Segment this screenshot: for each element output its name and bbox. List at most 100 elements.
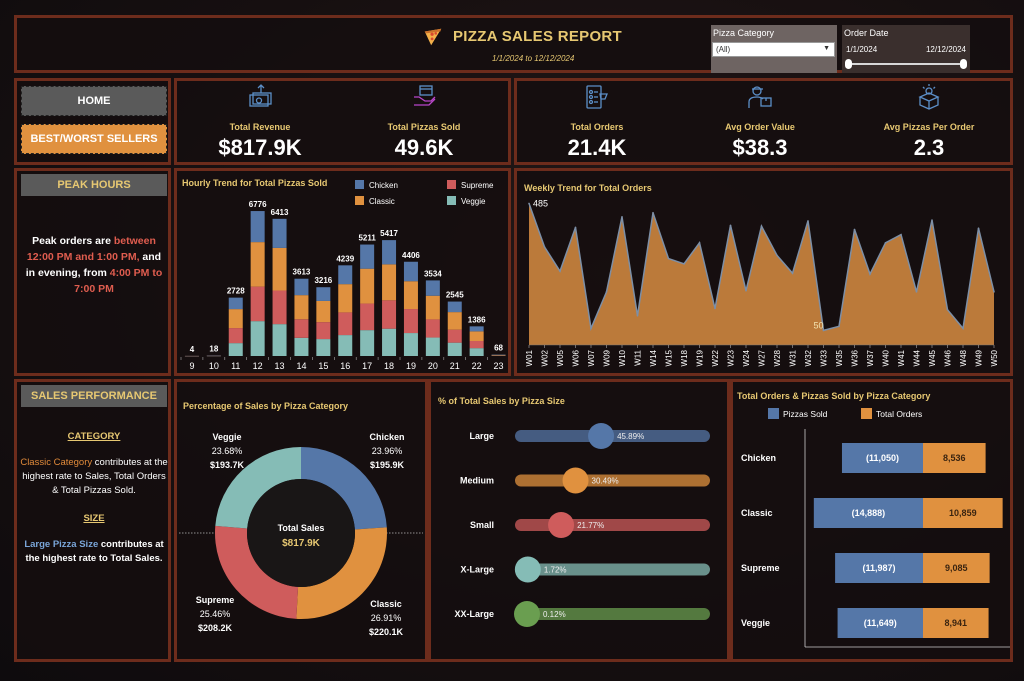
data-point [714, 307, 716, 310]
size-sales-panel: % of Total Sales by Pizza Size Large 45.89… [428, 379, 730, 662]
bar-segment-veggie [360, 330, 375, 356]
data-point [605, 291, 608, 293]
chart-title: Weekly Trend for Total Orders [524, 183, 652, 193]
bar-segment-supreme [403, 309, 418, 334]
bar-segment-classic [469, 331, 484, 342]
x-tick-label: W35 [835, 349, 844, 366]
pizza-category-filter: Pizza Category (All) ▼ [711, 25, 837, 73]
data-point [543, 246, 546, 248]
category-heading: CATEGORY [67, 431, 121, 442]
data-point [822, 329, 825, 332]
weekly-trend-chart: Weekly Trend for Total Orders W01 W02 W05 W0… [524, 183, 999, 366]
size-label: Small [470, 520, 494, 530]
legend-swatch-supreme [447, 180, 456, 189]
pizza-category-select[interactable]: (All) ▼ [712, 42, 835, 57]
x-tick-label: 9 [189, 361, 194, 371]
slice-pct-label: 25.46% [200, 609, 231, 619]
category-label: Veggie [741, 618, 770, 628]
data-point [869, 273, 871, 275]
bar-segment-supreme [272, 290, 287, 325]
bar-pizzas-sold-label: (11,649) [864, 618, 897, 628]
size-value-label: 1.72% [544, 566, 567, 575]
report-date-range: 1/1/2024 to 12/12/2024 [492, 54, 575, 63]
x-tick-label: 10 [209, 361, 219, 371]
size-track [515, 519, 710, 531]
size-label: XX-Large [454, 609, 494, 619]
bar-pizzas-sold [835, 553, 923, 583]
x-tick-label: 20 [428, 361, 438, 371]
bar-total-label: 2545 [446, 291, 464, 300]
category-donut-chart: Percentage of Sales by Pizza Category Chi… [179, 401, 423, 637]
donut-slice-supreme [215, 525, 299, 619]
data-point [729, 224, 732, 227]
order-checklist-icon [586, 85, 608, 109]
bar-pizzas-sold-label: (14,888) [852, 508, 886, 518]
bar-total-orders [923, 443, 986, 473]
chart-title: Percentage of Sales by Pizza Category [183, 401, 348, 411]
size-highlight: Large Pizza Size [24, 539, 99, 550]
best-worst-sellers-button[interactable]: BEST/WORST SELLERS [21, 124, 167, 154]
x-tick-label: W18 [680, 349, 689, 366]
data-point [962, 327, 964, 330]
data-point [528, 202, 530, 205]
x-tick-label: W24 [742, 349, 751, 366]
category-highlight: Classic Category [20, 457, 93, 468]
bar-segment-classic [294, 295, 309, 320]
bar-segment-veggie [272, 324, 287, 356]
data-point [683, 263, 685, 265]
date-range-slider[interactable] [848, 63, 964, 65]
data-point [745, 289, 747, 292]
data-point [853, 228, 856, 231]
date-end-handle[interactable] [960, 59, 967, 69]
data-point [915, 291, 918, 293]
legend-swatch-classic [355, 196, 364, 205]
slice-name-label: Veggie [212, 432, 241, 442]
hourly-trend-panel: Hourly Trend for Total Pizzas Sold Chicke… [174, 168, 511, 376]
date-start-handle[interactable] [845, 59, 852, 69]
bar-total-label: 6413 [271, 208, 289, 217]
kpi-value: 21.4K [567, 135, 627, 160]
data-point [884, 242, 887, 244]
annotation-label: 485 [533, 198, 548, 208]
slice-value-label: $208.2K [198, 623, 233, 633]
order-date-filter: Order Date 1/1/2024 12/12/2024 [842, 25, 970, 73]
bar-total-orders-label: 9,085 [945, 563, 968, 573]
bar-total-label: 3216 [314, 276, 332, 285]
bar-segment-chicken [469, 326, 484, 332]
donut-hole [247, 479, 355, 587]
size-label: Medium [460, 476, 494, 486]
size-heading: SIZE [83, 513, 105, 524]
bar-segment-supreme [425, 319, 440, 338]
box-idea-icon [918, 84, 940, 110]
delivery-person-icon [748, 86, 772, 108]
chevron-down-icon: ▼ [823, 45, 830, 52]
x-tick-label: W36 [851, 349, 860, 366]
donut-slice-veggie [215, 447, 301, 529]
bar-segment-chicken [272, 218, 287, 248]
bar-segment-veggie [228, 343, 243, 356]
x-tick-label: W28 [773, 349, 782, 366]
x-tick-label: W01 [525, 349, 534, 366]
bar-total-label: 5211 [358, 234, 376, 243]
slice-value-label: $193.7K [210, 460, 245, 470]
bar-total-label: 3613 [293, 268, 311, 277]
bar-segment-chicken [250, 211, 265, 243]
center-label: Total Sales [278, 523, 325, 533]
peak-text-evening: 4:00 PM to 7:00 PM [74, 267, 163, 295]
kpi-label: Avg Pizzas Per Order [883, 122, 975, 132]
bar-segment-veggie [403, 333, 418, 356]
x-tick-label: W32 [804, 349, 813, 366]
bar-total-label: 18 [209, 345, 218, 354]
bar-total-label: 3534 [424, 269, 442, 278]
x-tick-label: W37 [866, 349, 875, 366]
peak-hours-text: Peak orders are between 12:00 PM and 1:0… [21, 233, 167, 297]
chart-title: Total Orders & Pizzas Sold by Pizza Cate… [737, 391, 930, 401]
data-point [791, 272, 794, 274]
legend-label-veggie: Veggie [461, 197, 486, 206]
home-button[interactable]: HOME [21, 86, 167, 116]
size-lollipop-chart: % of Total Sales by Pizza Size Large 45.89… [438, 396, 710, 627]
pizza-slice-icon [424, 28, 442, 46]
x-tick-label: W15 [665, 349, 674, 366]
x-tick-label: W07 [587, 349, 596, 366]
data-point [574, 226, 577, 229]
